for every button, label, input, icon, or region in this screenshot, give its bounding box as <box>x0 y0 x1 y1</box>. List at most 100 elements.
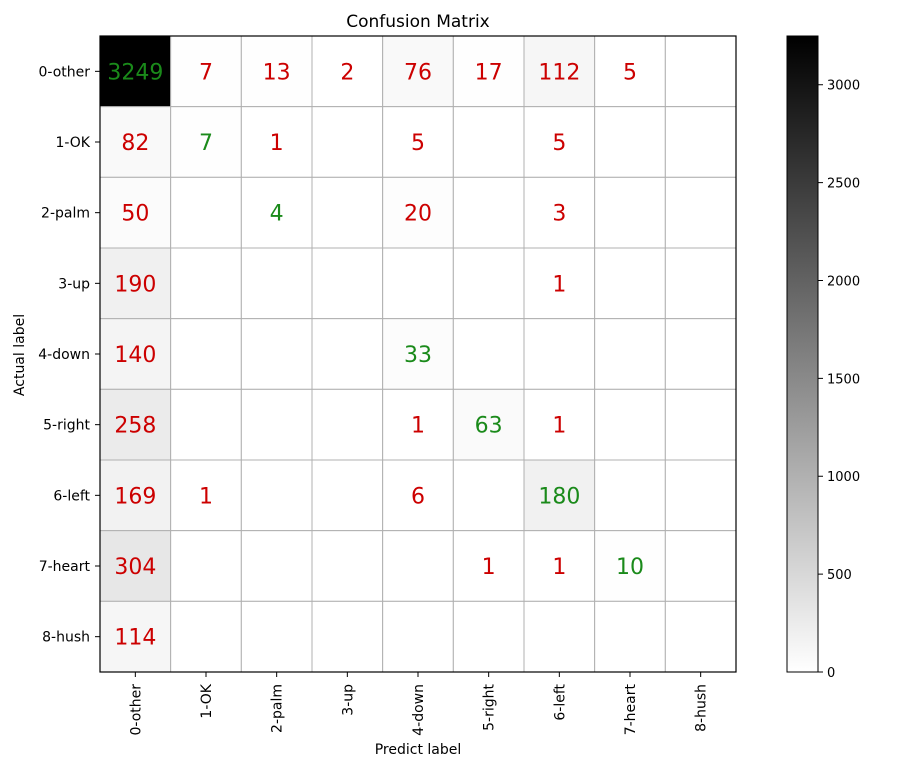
matrix-cell <box>594 247 666 320</box>
matrix-cell <box>452 106 525 178</box>
cell-value-label: 114 <box>114 626 156 651</box>
cell-value-label: 304 <box>114 555 156 580</box>
cell-value-label: 76 <box>404 60 432 85</box>
cell-value-label: 3 <box>552 202 566 227</box>
matrix-cell <box>664 176 737 249</box>
matrix-cell <box>452 459 525 532</box>
matrix-cell <box>594 35 666 108</box>
matrix-cell <box>240 459 313 532</box>
x-tick-label: 8-hush <box>694 684 710 732</box>
matrix-cell <box>382 600 454 673</box>
matrix-cell <box>240 530 313 602</box>
matrix-cell <box>311 176 384 249</box>
x-tick-label: 4-down <box>411 684 427 736</box>
matrix-cell <box>382 247 454 320</box>
matrix-cell <box>170 176 242 249</box>
cell-value-label: 20 <box>404 202 432 227</box>
cell-value-label: 190 <box>114 272 156 297</box>
y-tick-label: 6-left <box>53 488 90 504</box>
cell-value-label: 5 <box>411 131 425 156</box>
cell-value-label: 1 <box>482 555 496 580</box>
matrix-cell <box>311 530 384 602</box>
matrix-cell <box>664 318 737 390</box>
y-tick-label: 4-down <box>38 347 90 363</box>
matrix-cell <box>664 459 737 532</box>
cell-value-label: 112 <box>538 60 580 85</box>
matrix-cell <box>240 388 313 461</box>
matrix-cell <box>240 318 313 390</box>
matrix-cell <box>452 247 525 320</box>
matrix-cell <box>382 388 454 461</box>
matrix-cell <box>452 318 525 390</box>
matrix-cell <box>523 388 596 461</box>
matrix-cell <box>170 388 242 461</box>
cell-value-label: 169 <box>114 484 156 509</box>
x-tick-label: 6-left <box>552 683 568 720</box>
matrix-cell <box>311 106 384 178</box>
cell-value-label: 1 <box>552 272 566 297</box>
matrix-cell <box>664 247 737 320</box>
y-tick-label: 5-right <box>43 418 90 434</box>
matrix-cell <box>523 176 596 249</box>
matrix-cell <box>311 318 384 390</box>
cell-value-label: 82 <box>121 131 149 156</box>
colorbar-tick-label: 3000 <box>827 79 860 94</box>
matrix-cell <box>382 106 454 178</box>
x-tick-label: 7-heart <box>623 684 639 736</box>
matrix-cell <box>99 388 172 461</box>
matrix-cell <box>170 459 242 532</box>
y-tick-label: 7-heart <box>39 559 91 575</box>
cell-value-label: 13 <box>263 60 291 85</box>
matrix-cell <box>664 600 737 673</box>
matrix-cell <box>594 106 666 178</box>
cell-value-label: 50 <box>121 202 149 227</box>
x-axis-label: Predict label <box>375 742 462 758</box>
matrix-cell <box>170 600 242 673</box>
cell-value-label: 180 <box>538 484 580 509</box>
matrix-cell <box>523 247 596 320</box>
matrix-cell <box>523 318 596 390</box>
cell-value-label: 7 <box>199 131 213 156</box>
chart-title: Confusion Matrix <box>346 12 490 32</box>
matrix-cell <box>452 600 525 673</box>
matrix-cell <box>664 35 737 108</box>
matrix-cell <box>311 247 384 320</box>
matrix-cell <box>664 106 737 178</box>
cell-value-label: 258 <box>114 414 156 439</box>
matrix-cell <box>594 388 666 461</box>
cell-value-label: 1 <box>270 131 284 156</box>
matrix-cell <box>452 35 525 108</box>
cell-value-label: 1 <box>552 555 566 580</box>
matrix-cell <box>382 459 454 532</box>
matrix-cell <box>99 318 172 390</box>
matrix-cell <box>170 247 242 320</box>
cell-value-label: 5 <box>623 60 637 85</box>
cell-value-label: 2 <box>340 60 354 85</box>
matrix-cell <box>170 35 242 108</box>
cell-value-label: 5 <box>552 131 566 156</box>
matrix-cell <box>311 600 384 673</box>
cell-value-label: 17 <box>475 60 503 85</box>
matrix-cell <box>382 176 454 249</box>
y-tick-label: 2-palm <box>41 206 90 222</box>
matrix-cell <box>452 530 525 602</box>
colorbar-tick-label: 1000 <box>827 470 860 485</box>
matrix-cell <box>170 106 242 178</box>
matrix-cell <box>311 459 384 532</box>
matrix-cell <box>664 530 737 602</box>
matrix-cell <box>99 176 172 249</box>
cell-value-label: 1 <box>411 414 425 439</box>
matrix-cell <box>523 600 596 673</box>
cell-value-label: 63 <box>475 414 503 439</box>
colorbar-tick-label: 2500 <box>827 177 860 192</box>
y-tick-label: 8-hush <box>42 630 90 646</box>
matrix-cell <box>382 530 454 602</box>
matrix-cell <box>240 600 313 673</box>
matrix-cell <box>311 35 384 108</box>
x-tick-label: 2-palm <box>270 684 286 733</box>
cell-value-label: 3249 <box>107 60 163 85</box>
matrix-cell <box>664 388 737 461</box>
colorbar-tick-label: 500 <box>827 568 852 583</box>
cell-value-label: 6 <box>411 484 425 509</box>
